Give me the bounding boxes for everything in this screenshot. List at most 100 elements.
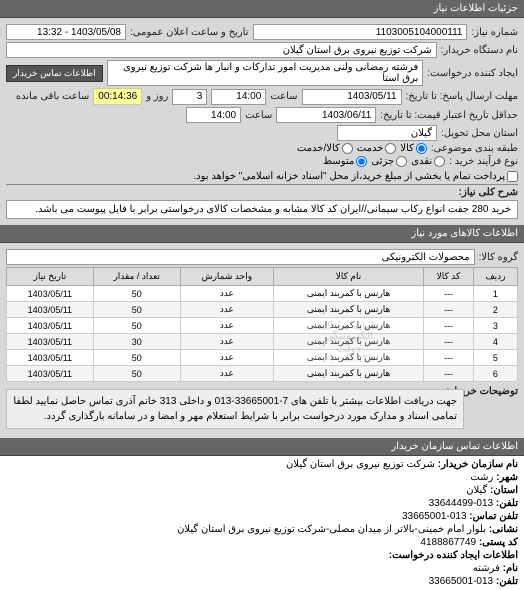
remaining-label: ساعت باقی مانده [16,91,89,102]
separator [6,184,518,185]
table-header-row: ردیف کد کالا نام کالا واحد شمارش تعداد /… [7,268,518,286]
prov-label: استان: [490,485,518,496]
table-cell: هارنس با کمربند ایمنی [274,366,424,382]
table-cell: --- [424,286,474,302]
table-cell: هارنس با کمربند ایمنی [274,334,424,350]
radio-medium[interactable]: متوسط [323,156,367,167]
addr-val: بلوار امام خمینی-بالاتر از میدان مصلی-شر… [177,524,486,535]
table-cell: عدد [180,302,273,318]
table-cell: --- [424,350,474,366]
time-label-1: ساعت [270,91,297,102]
phone2-label: تلفن: [496,576,518,587]
goods-header: اطلاعات کالاهای مورد نیاز [0,225,524,243]
valid-time-field: 14:00 [186,107,241,123]
table-cell: 4 [473,334,517,350]
post-val: 4188867749 [420,537,476,548]
check-treasury-input[interactable] [507,171,518,182]
table-cell: 50 [93,350,180,366]
table-cell: عدد [180,318,273,334]
radio-partial[interactable]: جزئی [371,156,407,167]
col-code: کد کالا [424,268,474,286]
fax-label: تلفن تماس: [469,511,518,522]
time-label-2: ساعت [245,110,272,121]
goods-area: گروه کالا: محصولات الکترونیکی ردیف کد کا… [0,243,524,438]
contact-info-button[interactable]: اطلاعات تماس خریدار [6,65,103,82]
addr-label: نشانی: [489,524,518,535]
table-cell: عدد [180,334,273,350]
contact-header: اطلاعات تماس سازمان خریدار [0,438,524,456]
table-cell: 30 [93,334,180,350]
table-cell: عدد [180,350,273,366]
radio-both[interactable]: کالا/خدمت [297,143,353,154]
radio-both-label: کالا/خدمت [297,143,340,154]
table-cell: 50 [93,318,180,334]
time-remaining-field: 00:14:36 [93,88,142,105]
table-cell: 1403/05/11 [7,318,94,334]
deadline-time-field: 14:00 [211,89,266,105]
valid-label: حداقل تاریخ اعتبار قیمت: تا تاریخ: [380,110,518,121]
table-cell: 50 [93,286,180,302]
table-cell: 50 [93,302,180,318]
col-row: ردیف [473,268,517,286]
need-details-form: شماره نیاز: 1103005104000111 تاریخ و ساع… [0,18,524,225]
table-cell: 1403/05/11 [7,302,94,318]
days-remaining-field: 3 [172,89,207,105]
radio-partial-label: جزئی [371,156,394,167]
creator2-label: اطلاعات ایجاد کننده درخواست: [389,550,518,561]
table-cell: --- [424,318,474,334]
name2-val: فرشته [473,563,500,574]
table-row: 1---هارنس با کمربند ایمنیعدد501403/05/11 [7,286,518,302]
table-cell: هارنس با کمربند ایمنی [274,286,424,302]
buyer-field: شرکت توزیع نیروی برق استان گیلان [6,42,437,58]
col-date: تاریخ نیاز [7,268,94,286]
table-cell: 5 [473,350,517,366]
req-no-field: 1103005104000111 [253,24,468,40]
table-cell: 1403/05/11 [7,334,94,350]
radio-cash[interactable]: نقدی [411,156,445,167]
table-row: 6---هارنس با کمربند ایمنیعدد501403/05/11 [7,366,518,382]
table-cell: --- [424,366,474,382]
deliver-field: گیلان [337,125,437,141]
city-label: شهر: [496,472,518,483]
check-treasury-label: پرداخت تمام یا بخشی از مبلغ خرید،از محل … [193,171,505,182]
radio-service-input[interactable] [385,143,396,154]
table-cell: هارنس با کمربند ایمنی [274,302,424,318]
radio-goods[interactable]: کالا [400,143,427,154]
creator-label: ایجاد کننده درخواست: [427,68,518,79]
announce-field: 1403/05/08 - 13:32 [6,24,126,40]
radio-cash-input[interactable] [434,156,445,167]
table-cell: 1403/05/11 [7,350,94,366]
table-cell: هارنس با کمربند ایمنی [274,350,424,366]
deadline-label: مهلت ارسال پاسخ: تا تاریخ: [406,91,518,102]
buy-type-label: نوع فرآیند خرید : [449,156,518,167]
radio-medium-label: متوسط [323,156,354,167]
table-cell: --- [424,302,474,318]
phone2-val: 013-33665001 [429,576,494,587]
table-cell: عدد [180,286,273,302]
table-cell: 1403/05/11 [7,366,94,382]
check-treasury[interactable]: پرداخت تمام یا بخشی از مبلغ خرید،از محل … [193,171,518,182]
deadline-date-field: 1403/05/11 [302,89,402,105]
table-cell: 2 [473,302,517,318]
city-val: رشت [470,472,493,483]
group-field: محصولات الکترونیکی [6,249,475,265]
table-row: 5---هارنس با کمربند ایمنیعدد501403/05/11 [7,350,518,366]
table-cell: عدد [180,366,273,382]
radio-cash-label: نقدی [411,156,432,167]
radio-goods-input[interactable] [416,143,427,154]
radio-service[interactable]: خدمت [357,143,397,154]
contact-area: نام سازمان خریدار: شرکت توزیع نیروی برق … [0,456,524,590]
group-label: گروه کالا: [479,252,518,263]
announce-label: تاریخ و ساعت اعلان عمومی: [130,27,249,38]
pack-label: طبقه بندی موضوعی: [431,143,518,154]
deliver-label: استان محل تحویل: [441,128,518,139]
radio-medium-input[interactable] [356,156,367,167]
table-cell: 50 [93,366,180,382]
table-cell: هارنس با کمربند ایمنی [274,318,424,334]
page-header: جزئیات اطلاعات نیاز [0,0,524,18]
table-row: 4---هارنس با کمربند ایمنیعدد301403/05/11 [7,334,518,350]
radio-both-input[interactable] [342,143,353,154]
radio-partial-input[interactable] [396,156,407,167]
col-name: نام کالا [274,268,424,286]
and-label: روز و [146,91,168,102]
